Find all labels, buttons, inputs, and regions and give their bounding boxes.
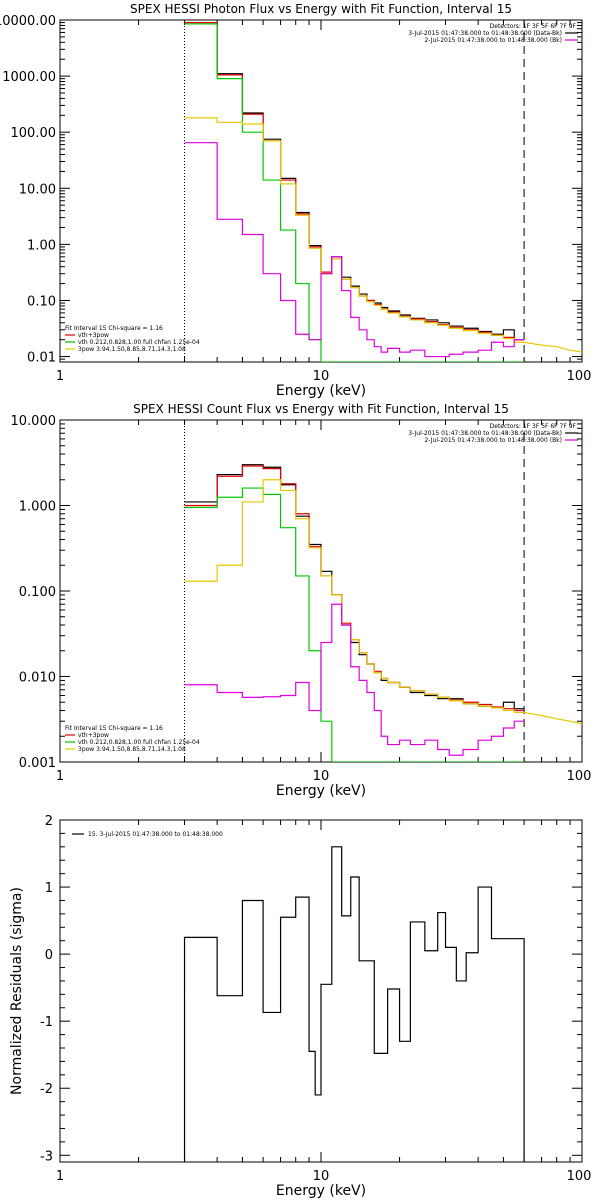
legend-entry-label: 3-Jul-2015 01:47:38.000 to 01:48:38.000 … bbox=[408, 30, 562, 37]
y-tick-label: 10.00 bbox=[19, 182, 56, 197]
legend-detectors: Detectors: 1F 3F 5F 6F 7F 9F bbox=[490, 423, 577, 430]
y-tick-label: -3 bbox=[40, 1149, 53, 1164]
x-tick-label: 10 bbox=[313, 1169, 330, 1184]
chart-title: SPEX HESSI Photon Flux vs Energy with Fi… bbox=[130, 2, 512, 16]
y-tick-label: 0.001 bbox=[19, 756, 56, 771]
legend-entry-label: vth+3pow bbox=[78, 732, 109, 739]
y-tick-label: 10000.00 bbox=[0, 14, 56, 29]
x-axis-label: Energy (keV) bbox=[276, 383, 366, 399]
series-vth bbox=[184, 487, 525, 762]
x-tick-label: 10 bbox=[313, 769, 330, 784]
y-tick-label: -2 bbox=[40, 1082, 53, 1097]
series-15 bbox=[183, 846, 525, 1162]
series-group bbox=[183, 846, 525, 1162]
series-data-bk bbox=[184, 464, 525, 710]
y-tick-label: 10.000 bbox=[11, 414, 57, 429]
y-tick-label: 0.100 bbox=[19, 585, 56, 600]
series-bk bbox=[184, 142, 525, 358]
x-tick-label: 10 bbox=[313, 369, 330, 384]
y-tick-label: 0.01 bbox=[27, 351, 56, 366]
x-tick-label: 100 bbox=[567, 769, 592, 784]
y-tick-label: 0.010 bbox=[19, 671, 56, 686]
series-group bbox=[184, 21, 582, 362]
legend-entry-label: 2-Jul-2015 01:47:38.000 to 01:48:38.000 … bbox=[424, 437, 562, 444]
y-tick-label: 0 bbox=[45, 948, 53, 963]
y-tick-label: 1 bbox=[45, 881, 53, 896]
y-tick-label: 1.000 bbox=[19, 500, 56, 515]
legend-entry-label: 2-Jul-2015 01:47:38.000 to 01:48:38.000 … bbox=[424, 37, 562, 44]
legend-entry-label: vth+3pow bbox=[78, 332, 109, 339]
y-axis-label: Normalized Residuals (sigma) bbox=[9, 887, 25, 1095]
legend-fit-info: Fit Interval 15 Chi-square = 1.16 bbox=[65, 725, 163, 732]
series-bk bbox=[184, 603, 525, 756]
x-tick-label: 100 bbox=[567, 1169, 592, 1184]
legend-entry-label: 3pow 3.94,1.50,8.85,8.71,14.3,1.08 bbox=[78, 346, 186, 353]
series-vth-3pow bbox=[184, 465, 525, 712]
series-3pow bbox=[184, 117, 525, 343]
x-axis-label: Energy (keV) bbox=[276, 1183, 366, 1199]
legend-entry-label: 3-Jul-2015 01:47:38.000 to 01:48:38.000 … bbox=[408, 430, 562, 437]
series-group bbox=[184, 464, 582, 762]
y-tick-label: 100.00 bbox=[11, 126, 57, 141]
x-axis-ticks bbox=[59, 20, 571, 362]
x-axis-ticks bbox=[59, 420, 571, 762]
x-tick-label: 1 bbox=[56, 769, 64, 784]
series-data-bk bbox=[184, 21, 525, 341]
series-3pow-extension bbox=[523, 341, 582, 353]
y-axis-ticks bbox=[60, 819, 582, 1156]
x-axis-label: Energy (keV) bbox=[276, 783, 366, 799]
x-tick-label: 100 bbox=[567, 369, 592, 384]
legend-entry-label: vth 0.212,0.828,1.00 full chfan 1.25e-04 bbox=[78, 739, 200, 746]
count-flux-panel: SPEX HESSI Count Flux vs Energy with Fit… bbox=[11, 402, 592, 799]
series-3pow bbox=[184, 479, 525, 714]
series-3pow-extension bbox=[523, 711, 582, 725]
photon-flux-panel: SPEX HESSI Photon Flux vs Energy with Fi… bbox=[0, 2, 591, 399]
legend-entry-label: 3pow 3.94,1.50,8.85,8.71,14.3,1.08 bbox=[78, 746, 186, 753]
y-axis-ticks bbox=[60, 419, 582, 763]
legend-entry-label: 15. 3-Jul-2015 01:47:38.000 to 01:48:38.… bbox=[88, 831, 223, 838]
y-tick-label: 2 bbox=[45, 814, 53, 829]
x-axis-ticks bbox=[59, 820, 571, 1162]
chart-title: SPEX HESSI Count Flux vs Energy with Fit… bbox=[133, 402, 509, 416]
legend-entry-label: vth 0.212,0.828,1.00 full chfan 1.25e-04 bbox=[78, 339, 200, 346]
x-tick-label: 1 bbox=[56, 1169, 64, 1184]
y-axis-ticks bbox=[60, 19, 582, 363]
x-tick-label: 1 bbox=[56, 369, 64, 384]
y-tick-label: 0.10 bbox=[27, 294, 56, 309]
y-tick-label: -1 bbox=[40, 1015, 53, 1030]
legend-detectors: Detectors: 1F 3F 5F 6F 7F 9F bbox=[490, 23, 577, 30]
y-tick-label: 1.00 bbox=[27, 238, 56, 253]
y-tick-label: 1000.00 bbox=[2, 70, 56, 85]
series-vth-3pow bbox=[184, 21, 525, 341]
legend-fit-info: Fit Interval 15 Chi-square = 1.16 bbox=[65, 325, 163, 332]
